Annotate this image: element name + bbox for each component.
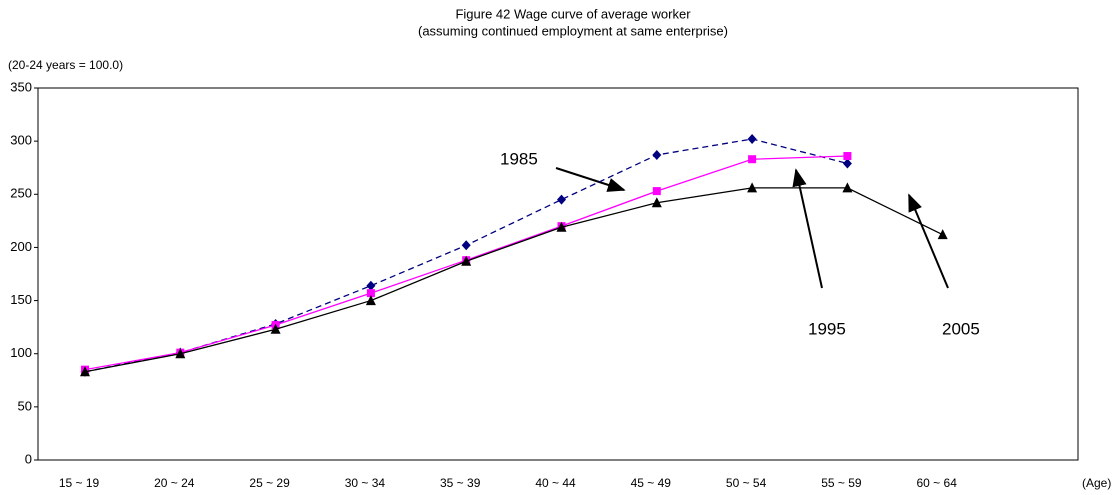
x-tick-label: 60 ~ 64 bbox=[917, 476, 958, 490]
y-tick-label: 200 bbox=[10, 239, 32, 254]
annotation-arrow bbox=[555, 167, 626, 192]
annotation: 2005 bbox=[942, 319, 980, 338]
y-tick-label: 300 bbox=[10, 133, 32, 148]
point bbox=[747, 182, 758, 193]
point bbox=[937, 229, 948, 240]
annotation-arrow bbox=[792, 168, 823, 289]
point bbox=[366, 280, 376, 291]
point bbox=[842, 158, 852, 169]
y-tick-label: 150 bbox=[10, 292, 32, 307]
point bbox=[557, 194, 566, 205]
y-tick-label: 100 bbox=[10, 345, 32, 360]
chart-subtitle: (assuming continued employment at same e… bbox=[418, 23, 728, 38]
x-tick-label: 35 ~ 39 bbox=[440, 476, 481, 490]
point bbox=[843, 152, 852, 161]
y-tick-label: 350 bbox=[10, 79, 32, 94]
point bbox=[556, 221, 567, 232]
point bbox=[651, 197, 662, 208]
point bbox=[365, 295, 376, 306]
annotation: 1995 bbox=[808, 319, 846, 338]
series-line bbox=[84, 187, 943, 373]
point bbox=[842, 182, 853, 193]
plot-frame bbox=[37, 87, 1079, 461]
y-tick-label: 250 bbox=[10, 186, 32, 201]
x-tick-label: 15 ~ 19 bbox=[59, 476, 100, 490]
x-tick-label: 20 ~ 24 bbox=[154, 476, 195, 490]
chart-title: Figure 42 Wage curve of average worker bbox=[455, 6, 691, 21]
x-tick-label: 30 ~ 34 bbox=[345, 476, 386, 490]
y-tick-label: 0 bbox=[25, 451, 32, 466]
y-axis-label: (20-24 years = 100.0) bbox=[8, 58, 123, 72]
x-tick-label: 25 ~ 29 bbox=[249, 476, 290, 490]
y-tick-label: 50 bbox=[18, 398, 32, 413]
x-tick-label: 55 ~ 59 bbox=[821, 476, 862, 490]
point bbox=[652, 149, 662, 160]
x-axis-label: (Age) bbox=[1082, 476, 1111, 490]
point bbox=[366, 289, 375, 298]
point bbox=[175, 348, 186, 359]
point bbox=[461, 240, 471, 251]
point bbox=[80, 366, 90, 377]
point bbox=[747, 134, 757, 145]
x-tick-label: 50 ~ 54 bbox=[726, 476, 767, 490]
series-line bbox=[84, 138, 848, 373]
x-tick-label: 45 ~ 49 bbox=[631, 476, 672, 490]
point bbox=[461, 255, 472, 266]
annotation: 1985 bbox=[500, 149, 538, 168]
point bbox=[748, 155, 757, 164]
annotation-arrow bbox=[908, 193, 949, 289]
point bbox=[652, 187, 661, 196]
x-tick-label: 40 ~ 44 bbox=[535, 476, 576, 490]
point bbox=[270, 323, 281, 334]
